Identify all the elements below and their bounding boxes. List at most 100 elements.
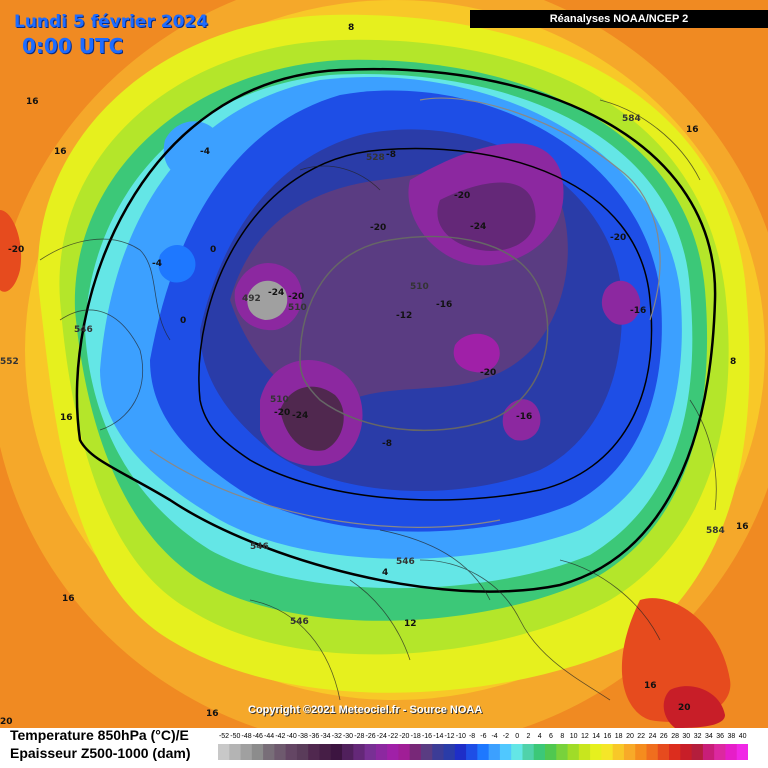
color-scale-tick: -26 xyxy=(365,733,376,740)
color-scale-tick: 0 xyxy=(515,733,520,740)
color-scale-tick: 40 xyxy=(738,733,747,740)
map-label: -20 xyxy=(274,408,290,418)
color-scale-swatch xyxy=(420,744,433,760)
color-scale-swatch xyxy=(669,744,681,760)
color-scale-swatch xyxy=(229,744,242,760)
map-time: 0:00 UTC xyxy=(22,34,124,58)
legend-title-temperature: Temperature 850hPa (°C)/E xyxy=(10,727,189,743)
color-scale-swatch xyxy=(623,744,636,760)
map-label: -16 xyxy=(630,306,646,316)
color-scale-swatch xyxy=(477,744,490,760)
map-label: 12 xyxy=(404,619,417,629)
color-scale-swatch xyxy=(319,744,332,760)
map-label: 510 xyxy=(270,395,289,405)
map-label: 528 xyxy=(366,153,385,163)
map-label: 546 xyxy=(290,617,309,627)
map-date: Lundi 5 février 2024 xyxy=(14,12,209,32)
color-scale-tick: 26 xyxy=(659,733,668,740)
map-label: -20 xyxy=(480,368,496,378)
color-scale-tick: -46 xyxy=(252,733,263,740)
color-scale-tick: -50 xyxy=(230,733,241,740)
map-label: 552 xyxy=(0,357,19,367)
color-scale-tick: -22 xyxy=(388,733,399,740)
map-label: 8 xyxy=(730,357,736,367)
color-scale-tick: 2 xyxy=(526,733,531,740)
color-scale-swatch xyxy=(432,744,445,760)
color-scale-tick: 32 xyxy=(693,733,702,740)
color-scale-tick: 24 xyxy=(648,733,657,740)
color-scale-tick: 10 xyxy=(569,733,578,740)
map-label: 584 xyxy=(706,526,725,536)
map-label: 4 xyxy=(382,568,388,578)
map-label: -20 xyxy=(288,292,304,302)
map-label: 8 xyxy=(348,23,354,33)
map-label: -20 xyxy=(370,223,386,233)
color-scale-tick: -34 xyxy=(320,733,331,740)
color-scale-swatch xyxy=(308,744,320,760)
color-scale-swatch xyxy=(533,744,546,760)
map-label: -16 xyxy=(516,412,532,422)
color-scale-swatch xyxy=(646,744,659,760)
color-scale-swatch xyxy=(567,744,580,760)
color-scale-swatch xyxy=(522,744,535,760)
color-scale-swatch xyxy=(285,744,298,760)
map-label: 16 xyxy=(206,709,219,719)
color-scale-tick: 14 xyxy=(592,733,600,740)
color-scale-tick: 30 xyxy=(682,733,691,740)
color-scale-swatch xyxy=(364,744,377,760)
color-scale-swatch xyxy=(601,744,614,760)
color-scale-swatch xyxy=(342,744,354,760)
color-scale-tick: 36 xyxy=(716,733,725,740)
weather-map: 8 16 16 -4 -4 0 0 -20 528 -8 -20 -20 -24… xyxy=(0,0,768,728)
color-scale-tick: -30 xyxy=(342,733,354,740)
color-scale-swatch xyxy=(657,744,670,760)
map-label: -16 xyxy=(436,300,452,310)
map-label: -4 xyxy=(200,147,210,157)
map-label: 510 xyxy=(410,282,429,292)
color-scale-swatch xyxy=(488,744,501,760)
color-scale-swatch xyxy=(556,744,569,760)
color-scale-tick: -32 xyxy=(331,733,342,740)
color-scale-tick: 34 xyxy=(704,733,713,740)
color-scale-swatch xyxy=(251,744,264,760)
color-scale-tick: -42 xyxy=(275,733,286,740)
color-scale-tick: 4 xyxy=(537,733,542,740)
map-label: 16 xyxy=(736,522,749,532)
map-label: -12 xyxy=(396,311,412,321)
color-scale-swatch xyxy=(454,744,467,760)
color-scale-tick: -48 xyxy=(241,733,252,740)
color-scale-swatch xyxy=(296,744,309,760)
map-label: 546 xyxy=(250,542,269,552)
map-label: 16 xyxy=(60,413,73,423)
color-scale-swatch xyxy=(409,744,422,760)
color-scale-swatch xyxy=(353,744,366,760)
map-label: -8 xyxy=(386,150,396,160)
color-scale-swatch xyxy=(736,744,748,760)
map-label: 0 xyxy=(180,316,186,326)
map-label: -24 xyxy=(268,288,284,298)
color-scale-swatch xyxy=(443,744,456,760)
map-label: 584 xyxy=(622,114,641,124)
map-label: -20 xyxy=(8,245,24,255)
color-scale-swatch xyxy=(240,744,253,760)
map-label: 546 xyxy=(396,557,415,567)
map-label: 16 xyxy=(644,681,657,691)
color-scale-tick: -52 xyxy=(218,733,230,740)
map-label: 20 xyxy=(0,717,13,727)
color-scale-tick: 6 xyxy=(549,733,553,740)
color-scale-tick: -6 xyxy=(480,733,487,740)
copyright-text: Copyright ©2021 Meteociel.fr - Source NO… xyxy=(248,704,483,716)
color-scale-tick: -8 xyxy=(468,733,476,740)
color-scale-tick: 16 xyxy=(603,733,612,740)
color-scale-swatch xyxy=(578,744,591,760)
color-scale-tick: -28 xyxy=(354,733,365,740)
color-scale-tick: -10 xyxy=(455,733,466,740)
color-scale-swatch xyxy=(612,744,625,760)
color-scale-swatch xyxy=(263,744,275,760)
color-scale-swatch xyxy=(330,744,343,760)
color-scale-swatch xyxy=(635,744,648,760)
map-label: 0 xyxy=(210,245,216,255)
color-scale-tick: -12 xyxy=(444,733,455,740)
color-scale-tick: -24 xyxy=(376,733,387,740)
color-scale-tick: -18 xyxy=(410,733,421,740)
